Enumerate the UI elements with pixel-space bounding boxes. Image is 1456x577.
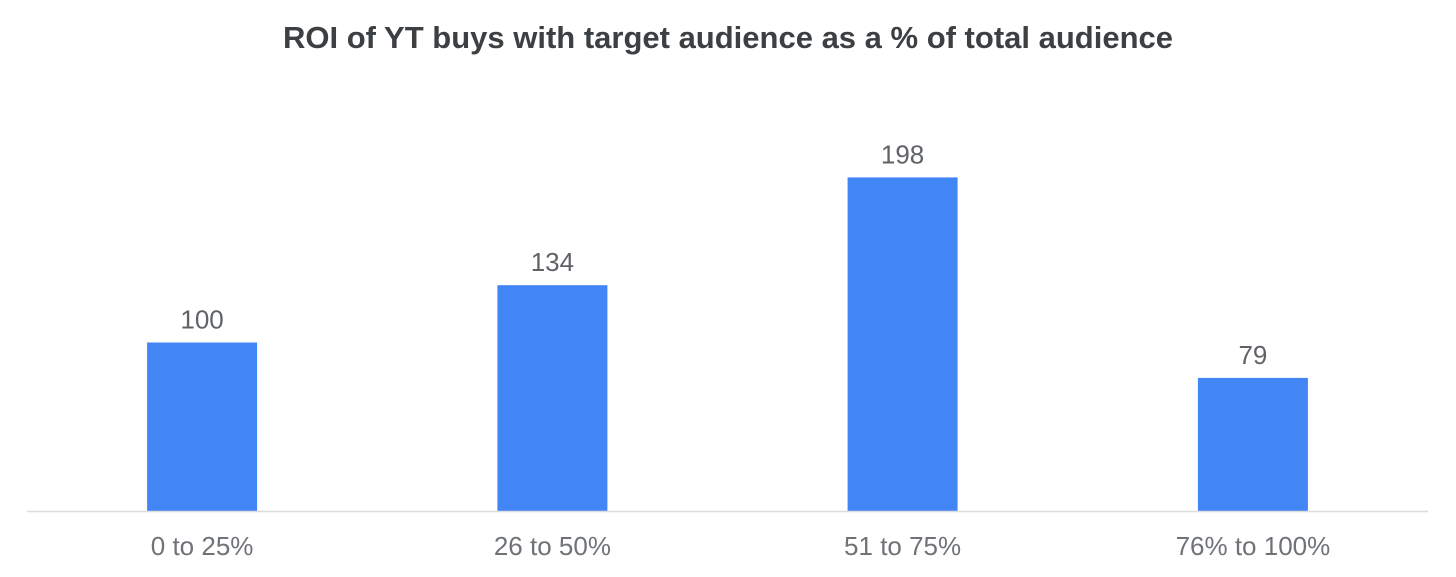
value-label-2: 134 bbox=[531, 247, 574, 277]
chart-title: ROI of YT buys with target audience as a… bbox=[283, 20, 1173, 55]
value-label-4: 79 bbox=[1238, 340, 1267, 370]
x-tick-label-2: 26 to 50% bbox=[494, 531, 611, 561]
x-tick-label-3: 51 to 75% bbox=[844, 531, 961, 561]
labels-layer: 100 0 to 25% 134 26 to 50% 198 51 to 75% 79 76%… bbox=[151, 139, 1330, 561]
x-tick-label-1: 0 to 25% bbox=[151, 531, 254, 561]
bars-layer bbox=[147, 177, 1308, 511]
value-label-1: 100 bbox=[180, 305, 223, 335]
bar-3 bbox=[847, 177, 958, 511]
bar-4 bbox=[1197, 377, 1308, 511]
bar-1 bbox=[147, 342, 258, 511]
bar-2 bbox=[497, 285, 608, 511]
value-label-3: 198 bbox=[881, 139, 924, 169]
x-tick-label-4: 76% to 100% bbox=[1176, 531, 1331, 561]
